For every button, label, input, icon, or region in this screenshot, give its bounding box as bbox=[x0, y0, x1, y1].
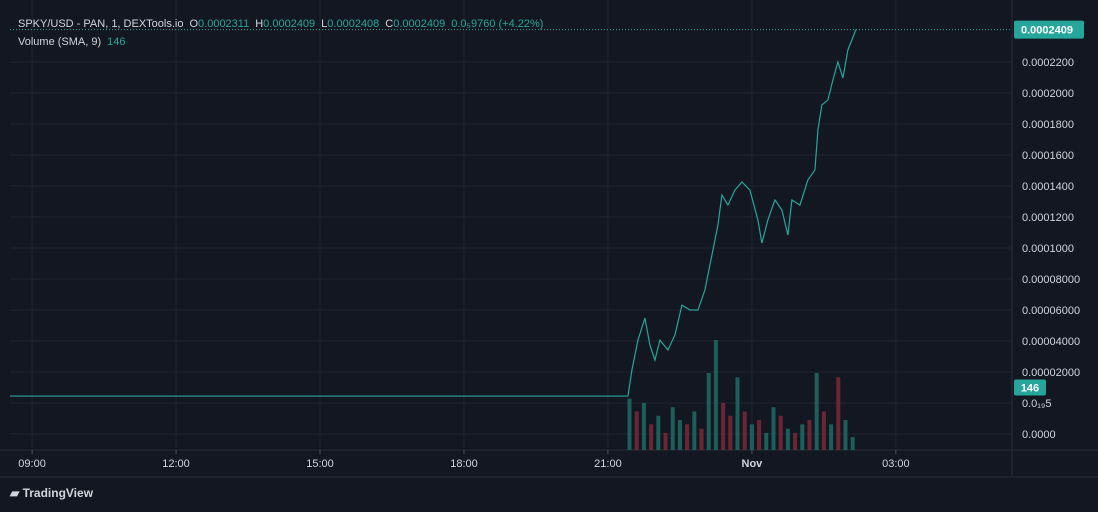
symbol-title: SPKY/USD - PAN, 1, DEXTools.io bbox=[18, 18, 184, 30]
volume-bar bbox=[785, 428, 790, 450]
x-tick-label: 09:00 bbox=[18, 458, 46, 470]
volume-bar bbox=[850, 437, 855, 450]
volume-bar bbox=[814, 372, 819, 450]
brand-name: TradingView bbox=[22, 486, 94, 500]
volume-bar bbox=[656, 415, 661, 450]
ohlc-value: 0.0002408 bbox=[327, 18, 380, 30]
volume-name: Volume (SMA, 9) bbox=[18, 36, 102, 48]
x-tick-label: 18:00 bbox=[450, 458, 478, 470]
volume-value: 146 bbox=[107, 36, 126, 48]
ohlc-key: C bbox=[385, 18, 394, 30]
change: 0.0₅9760 (+4.22%) bbox=[451, 18, 544, 30]
y-tick-label: 0.0000 bbox=[1022, 429, 1056, 441]
plot-area bbox=[10, 0, 1012, 450]
last-price-label: 0.0002409 bbox=[1021, 25, 1073, 37]
volume-bar bbox=[735, 377, 740, 450]
volume-bar bbox=[713, 340, 718, 450]
y-tick-label: 0.00004000 bbox=[1022, 336, 1080, 348]
ohlc-key: O bbox=[189, 18, 199, 30]
volume-bar bbox=[829, 424, 834, 450]
volume-bar bbox=[634, 411, 639, 450]
volume-bar bbox=[742, 411, 747, 450]
x-tick-label: 21:00 bbox=[594, 458, 622, 470]
y-tick-label: 0.0001200 bbox=[1022, 212, 1074, 224]
volume-bar bbox=[749, 424, 754, 450]
ohlc-key: H bbox=[255, 18, 264, 30]
volume-legend: Volume (SMA, 9) 146 bbox=[18, 36, 126, 48]
x-tick-label: Nov bbox=[742, 458, 764, 470]
y-tick-label: 0.00006000 bbox=[1022, 305, 1080, 317]
x-tick-label: 15:00 bbox=[306, 458, 334, 470]
y-tick-label: 0.0001800 bbox=[1022, 119, 1074, 131]
volume-bar bbox=[685, 424, 690, 450]
y-tick-label: 0.0002000 bbox=[1022, 88, 1074, 100]
volume-bar bbox=[793, 432, 798, 450]
volume-bar bbox=[843, 420, 848, 450]
volume-bar bbox=[677, 420, 682, 450]
y-tick-label: 0.00008000 bbox=[1022, 274, 1080, 286]
ohlc-legend: SPKY/USD - PAN, 1, DEXTools.io O0.0002311… bbox=[18, 18, 543, 30]
volume-bar bbox=[692, 411, 697, 450]
volume-bar bbox=[641, 402, 646, 450]
volume-bar bbox=[821, 411, 826, 450]
ohlc-value: 0.0002311 bbox=[198, 18, 250, 30]
ohlc-key: L bbox=[321, 18, 328, 30]
volume-bar bbox=[836, 377, 841, 450]
y-tick-label: 0.0001400 bbox=[1022, 181, 1074, 193]
volume-bar bbox=[699, 428, 704, 450]
y-tick-label: 0.00002000 bbox=[1022, 367, 1080, 379]
ohlc-value: 0.0002409 bbox=[393, 18, 446, 30]
volume-bar bbox=[764, 432, 769, 450]
y-tick-label: 0.0₁₉5 bbox=[1022, 398, 1051, 410]
volume-bar bbox=[706, 372, 711, 450]
volume-bar bbox=[800, 424, 805, 450]
x-tick-label: 12:00 bbox=[162, 458, 190, 470]
y-tick-label: 0.0002200 bbox=[1022, 57, 1074, 69]
last-price-box bbox=[1014, 20, 1084, 39]
x-tick-label: 03:00 bbox=[882, 458, 910, 470]
y-tick-label: 0.0001600 bbox=[1022, 150, 1074, 162]
volume-sma-box bbox=[1014, 379, 1046, 396]
volume-bar bbox=[728, 415, 733, 450]
y-tick-label: 0.0001000 bbox=[1022, 243, 1074, 255]
volume-bar bbox=[778, 415, 783, 450]
ohlc-value: 0.0002409 bbox=[263, 18, 316, 30]
volume-bar bbox=[771, 407, 776, 450]
volume-bar bbox=[627, 398, 632, 450]
price-line bbox=[10, 29, 857, 397]
volume-bar bbox=[757, 420, 762, 450]
volume-bar bbox=[807, 420, 812, 450]
volume-bar bbox=[670, 407, 675, 450]
volume-bar bbox=[721, 402, 726, 450]
volume-bar bbox=[649, 424, 654, 450]
brand: ▰ TradingView bbox=[10, 486, 94, 500]
volume-bar bbox=[663, 432, 668, 450]
volume-sma-label: 146 bbox=[1021, 382, 1039, 394]
